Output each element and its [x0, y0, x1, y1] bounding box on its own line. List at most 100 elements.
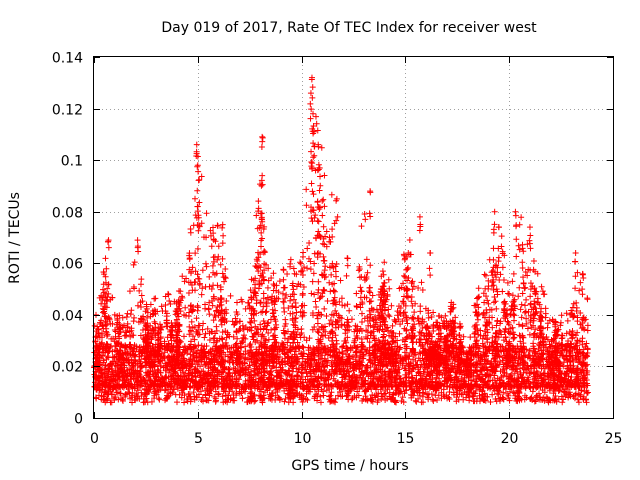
data-point [381, 259, 388, 266]
data-point [361, 211, 368, 218]
data-point [257, 393, 264, 400]
data-point [126, 288, 133, 295]
data-point [180, 333, 187, 340]
data-point [327, 392, 334, 399]
data-point [310, 191, 317, 198]
data-point [364, 269, 371, 276]
data-point [283, 291, 290, 298]
data-point [514, 368, 521, 375]
data-point [521, 285, 528, 292]
data-point [314, 127, 321, 134]
data-point [499, 264, 506, 271]
data-point [331, 220, 338, 227]
data-point [584, 327, 591, 334]
data-point [324, 297, 331, 304]
data-point [195, 177, 202, 184]
data-point [290, 286, 297, 293]
data-point [515, 293, 522, 300]
data-point [326, 393, 333, 400]
data-point [399, 394, 406, 401]
data-point [158, 303, 165, 310]
data-point [312, 298, 319, 305]
data-point [378, 395, 385, 402]
data-point [418, 399, 425, 406]
data-point [208, 243, 215, 250]
data-point [405, 370, 412, 377]
data-point [202, 305, 209, 312]
data-point [577, 279, 584, 286]
data-point [511, 312, 518, 319]
data-point [93, 395, 100, 402]
data-point [128, 307, 135, 314]
data-point [284, 271, 291, 278]
data-point [404, 266, 411, 273]
data-point [513, 236, 520, 243]
data-point [305, 255, 312, 262]
data-point [227, 292, 234, 299]
data-point [363, 256, 370, 263]
data-point [177, 288, 184, 295]
data-point [202, 260, 209, 267]
data-point [428, 367, 435, 374]
data-point [357, 284, 364, 291]
data-point [247, 390, 254, 397]
data-point [326, 279, 333, 286]
data-point [299, 343, 306, 350]
data-points [91, 74, 591, 406]
data-point [289, 368, 296, 375]
data-point [396, 330, 403, 337]
data-point [181, 399, 188, 406]
data-point [328, 191, 335, 198]
data-point [306, 239, 313, 246]
data-point [406, 237, 413, 244]
data-point [303, 186, 310, 193]
data-point [559, 399, 566, 406]
data-point [320, 392, 327, 399]
data-point [418, 279, 425, 286]
data-point [258, 388, 265, 395]
data-point [466, 397, 473, 404]
data-point [103, 328, 110, 335]
data-point [344, 301, 351, 308]
data-point [329, 226, 336, 233]
data-point [348, 396, 355, 403]
data-point [307, 266, 314, 273]
data-point [156, 396, 163, 403]
data-point [509, 278, 516, 285]
data-point [362, 216, 369, 223]
data-point [119, 396, 126, 403]
data-point [166, 297, 173, 304]
data-point [276, 278, 283, 285]
data-point [201, 334, 208, 341]
data-point [203, 263, 210, 270]
data-point [325, 335, 332, 342]
data-point [475, 285, 482, 292]
data-point [430, 397, 437, 404]
data-point [318, 144, 325, 151]
data-point [579, 286, 586, 293]
data-point [493, 305, 500, 312]
data-point [496, 353, 503, 360]
data-point [578, 366, 585, 373]
data-point [409, 392, 416, 399]
data-point [265, 336, 272, 343]
data-point [182, 304, 189, 311]
data-point [544, 324, 551, 331]
data-point [312, 113, 319, 120]
data-point [518, 214, 525, 221]
data-point [513, 253, 520, 260]
data-point [428, 314, 435, 321]
data-point [209, 302, 216, 309]
data-point [268, 392, 275, 399]
data-point [321, 172, 328, 179]
data-point [313, 304, 320, 311]
data-point [268, 396, 275, 403]
data-point [319, 212, 326, 219]
data-point [301, 264, 308, 271]
data-point [255, 205, 262, 212]
data-point [523, 315, 530, 322]
data-point [239, 395, 246, 402]
data-point [198, 291, 205, 298]
data-point [385, 276, 392, 283]
